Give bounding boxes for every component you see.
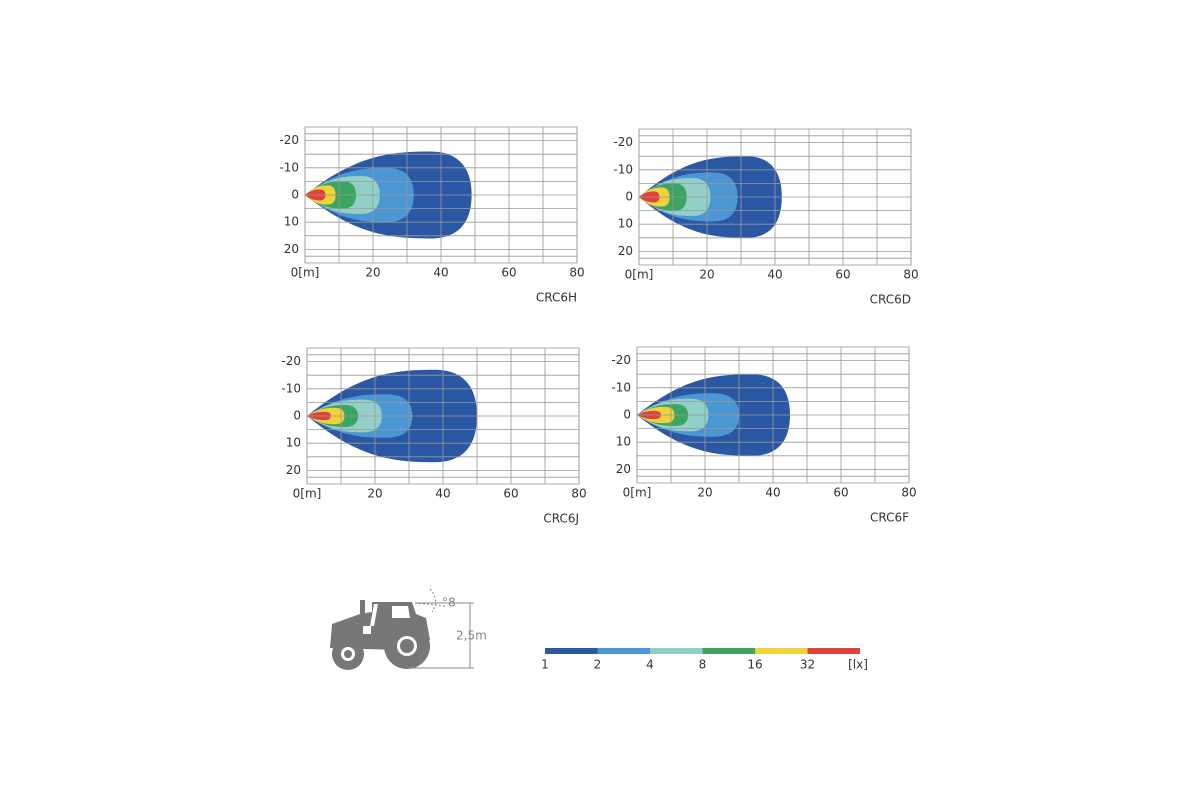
- legend-unit: [lx]: [848, 658, 868, 672]
- y-tick-label: 0: [293, 409, 301, 423]
- x-tick-label: 40: [435, 487, 450, 501]
- y-tick-label: -10: [613, 162, 633, 176]
- y-tick-label: 10: [616, 435, 631, 449]
- y-tick-label: 20: [284, 242, 299, 256]
- plot-panel: 0[m] 20 40 60 80 -20 -10 0 10 20 CRC6J: [281, 347, 587, 526]
- y-tick-label: 0: [625, 190, 633, 204]
- legend-swatch: [702, 648, 755, 654]
- legend-swatch: [545, 648, 598, 654]
- legend-label: 4: [646, 658, 654, 672]
- legend-label: 8: [699, 658, 707, 672]
- x-tick-label: 40: [433, 266, 448, 280]
- x-tick-label: 20: [367, 487, 382, 501]
- x-tick-label: 0[m]: [623, 486, 652, 500]
- angle-label: °8: [442, 596, 456, 610]
- x-tick-label: 0[m]: [293, 487, 322, 501]
- x-tick-label: 20: [697, 486, 712, 500]
- legend-label: 1: [541, 658, 549, 672]
- x-tick-label: 60: [835, 268, 850, 282]
- y-tick-label: 0: [623, 408, 631, 422]
- y-tick-label: -20: [281, 354, 301, 368]
- panel-name: CRC6H: [536, 291, 577, 305]
- panel-name: CRC6J: [543, 512, 579, 526]
- y-tick-label: 20: [286, 463, 301, 477]
- y-tick-label: 20: [618, 244, 633, 258]
- x-tick-label: 60: [503, 487, 518, 501]
- x-tick-label: 80: [901, 486, 916, 500]
- x-tick-label: 80: [569, 266, 584, 280]
- y-tick-label: 10: [286, 436, 301, 450]
- legend: 1 2 4 8 16 32 [lx]: [541, 648, 868, 672]
- x-tick-label: 80: [903, 268, 918, 282]
- x-tick-label: 0[m]: [625, 268, 654, 282]
- legend-swatch: [807, 648, 860, 654]
- x-tick-label: 20: [365, 266, 380, 280]
- x-tick-label: 40: [765, 486, 780, 500]
- legend-label: 16: [747, 658, 762, 672]
- y-tick-label: 20: [616, 462, 631, 476]
- legend-label: 32: [800, 658, 815, 672]
- legend-label: 2: [594, 658, 602, 672]
- panel-name: CRC6F: [870, 511, 909, 525]
- x-tick-label: 0[m]: [291, 266, 320, 280]
- y-tick-label: 10: [284, 215, 299, 229]
- panel-name: CRC6D: [870, 293, 911, 307]
- x-tick-label: 60: [833, 486, 848, 500]
- y-tick-label: -10: [611, 380, 631, 394]
- plot-panel: 0[m] 20 40 60 80 -20 -10 0 10 20 CRC6D: [613, 128, 919, 307]
- plot-panel: 0[m] 20 40 60 80 -20 -10 0 10 20 CRC6F: [611, 346, 917, 525]
- height-label: 2,5m: [456, 629, 487, 643]
- x-tick-label: 20: [699, 268, 714, 282]
- legend-swatch: [597, 648, 650, 654]
- x-tick-label: 40: [767, 268, 782, 282]
- y-tick-label: 10: [618, 217, 633, 231]
- y-tick-label: -20: [613, 135, 633, 149]
- x-tick-label: 60: [501, 266, 516, 280]
- y-tick-label: -10: [279, 160, 299, 174]
- y-tick-label: 0: [291, 188, 299, 202]
- legend-swatch: [755, 648, 808, 654]
- tractor-dimensions: [407, 588, 474, 669]
- legend-swatch: [650, 648, 703, 654]
- y-tick-label: -20: [279, 133, 299, 147]
- y-tick-label: -20: [611, 353, 631, 367]
- y-tick-label: -10: [281, 381, 301, 395]
- tractor-icon: [330, 600, 430, 670]
- x-tick-label: 80: [571, 487, 586, 501]
- plot-panel: 0[m] 20 40 60 80 -20 -10 0 10 20 CRC6H: [279, 126, 585, 305]
